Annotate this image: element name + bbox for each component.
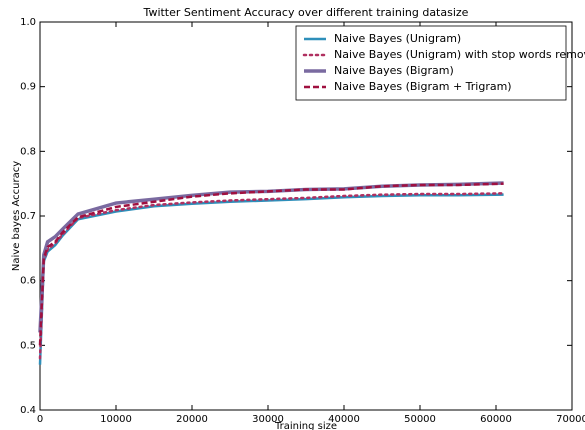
x-tick-label: 70000 <box>556 414 585 425</box>
x-tick-label: 10000 <box>100 414 132 425</box>
x-axis-label: Training size <box>274 421 337 430</box>
series-line <box>38 192 505 360</box>
x-tick-label: 60000 <box>480 414 512 425</box>
y-tick-label: 0.9 <box>20 82 36 93</box>
y-tick-label: 0.6 <box>20 276 36 287</box>
x-tick-label: 30000 <box>252 414 284 425</box>
chart-title: Twitter Sentiment Accuracy over differen… <box>143 6 469 19</box>
x-tick-label: 0 <box>37 414 43 425</box>
y-tick-label: 0.4 <box>20 405 36 416</box>
y-tick-label: 0.5 <box>20 340 36 351</box>
series-line <box>38 182 504 346</box>
x-tick-label: 50000 <box>404 414 436 425</box>
y-tick-label: 0.7 <box>20 211 36 222</box>
x-tick-label: 40000 <box>328 414 360 425</box>
legend-label: Naive Bayes (Unigram) with stop words re… <box>334 48 585 61</box>
y-axis-label: Naive bayes Accuracy <box>11 161 22 271</box>
series-line <box>38 181 504 333</box>
y-tick-label: 0.8 <box>20 146 36 157</box>
legend-label: Naive Bayes (Unigram) <box>334 32 461 45</box>
legend-box <box>295 25 567 101</box>
series-line <box>38 193 504 365</box>
legend-label: Naive Bayes (Bigram) <box>334 64 454 77</box>
x-tick-label: 20000 <box>176 414 208 425</box>
legend: Naive Bayes (Unigram) Naive Bayes (Unigra… <box>295 25 585 101</box>
y-tick-label: 1.0 <box>20 17 36 28</box>
legend-label: Naive Bayes (Bigram + Trigram) <box>334 80 512 93</box>
